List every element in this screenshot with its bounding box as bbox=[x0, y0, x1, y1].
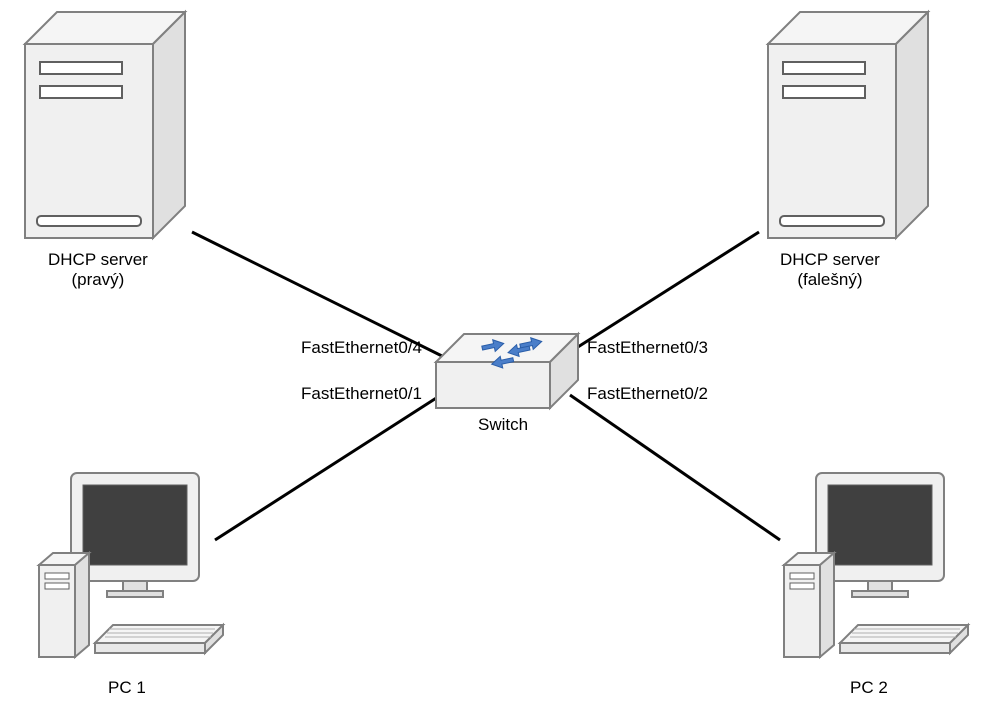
pc1-label: PC 1 bbox=[108, 678, 146, 698]
port-label-fe02: FastEthernet0/2 bbox=[587, 384, 708, 404]
label-text: FastEthernet0/4 bbox=[301, 338, 422, 357]
label-text: FastEthernet0/3 bbox=[587, 338, 708, 357]
switch-icon bbox=[432, 330, 582, 412]
label-text: Switch bbox=[478, 415, 528, 434]
node-pc1 bbox=[35, 467, 235, 682]
server-left-label: DHCP server (pravý) bbox=[48, 250, 148, 290]
node-server-right bbox=[758, 6, 938, 251]
label-text: (pravý) bbox=[71, 270, 124, 289]
server-icon bbox=[15, 6, 195, 246]
switch-label: Switch bbox=[478, 415, 528, 435]
pc2-label: PC 2 bbox=[850, 678, 888, 698]
label-text: FastEthernet0/1 bbox=[301, 384, 422, 403]
label-text: (falešný) bbox=[797, 270, 862, 289]
pc-icon bbox=[780, 467, 980, 677]
node-pc2 bbox=[780, 467, 980, 682]
server-right-label: DHCP server (falešný) bbox=[780, 250, 880, 290]
node-server-left bbox=[15, 6, 195, 251]
label-text: DHCP server bbox=[780, 250, 880, 269]
label-text: PC 1 bbox=[108, 678, 146, 697]
port-label-fe04: FastEthernet0/4 bbox=[301, 338, 422, 358]
port-label-fe03: FastEthernet0/3 bbox=[587, 338, 708, 358]
network-diagram: DHCP server (pravý) DHCP server (falešný… bbox=[0, 0, 991, 710]
node-switch bbox=[432, 330, 582, 417]
server-icon bbox=[758, 6, 938, 246]
port-label-fe01: FastEthernet0/1 bbox=[301, 384, 422, 404]
label-text: PC 2 bbox=[850, 678, 888, 697]
pc-icon bbox=[35, 467, 235, 677]
label-text: FastEthernet0/2 bbox=[587, 384, 708, 403]
label-text: DHCP server bbox=[48, 250, 148, 269]
